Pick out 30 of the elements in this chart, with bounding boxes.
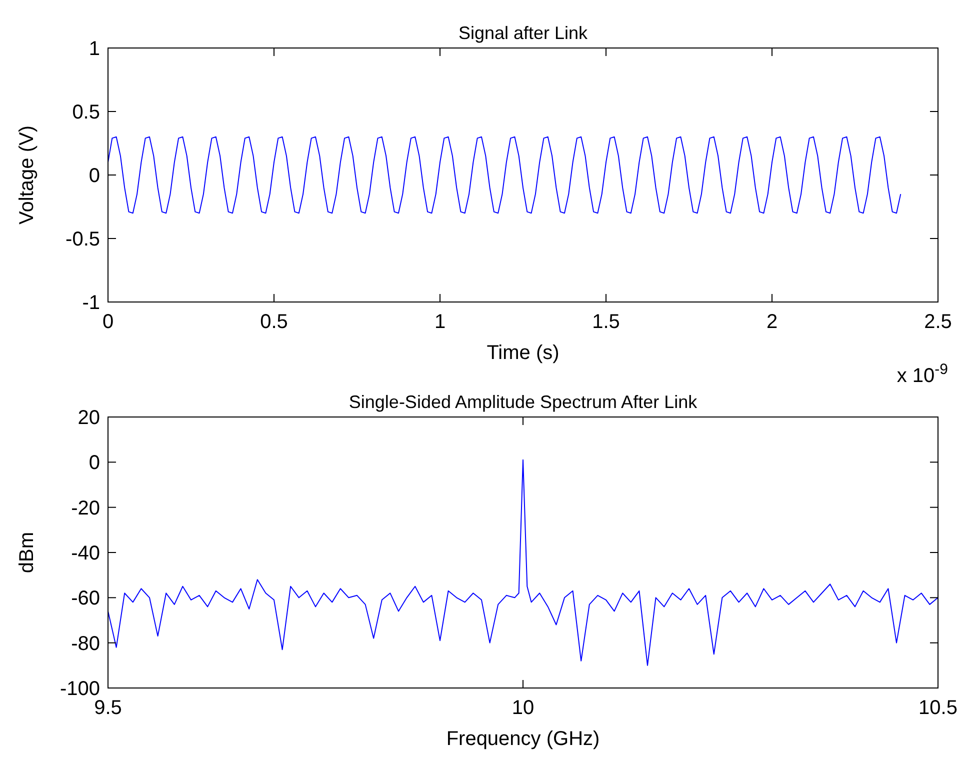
y-tick-label: 0.5	[72, 102, 100, 124]
y-axis-title: dBm	[16, 532, 38, 574]
x-tick-label: 0.5	[260, 311, 288, 333]
line-series	[108, 459, 938, 666]
x-tick-label: 1	[434, 311, 446, 333]
y-tick-label: -60	[71, 588, 100, 610]
y-tick-label: -80	[71, 632, 100, 655]
y-tick-label: -1	[82, 292, 100, 314]
y-tick-label: 0	[88, 165, 100, 187]
x-axis-title: Frequency (GHz)	[446, 728, 600, 750]
x-tick-label: 2	[766, 311, 778, 333]
y-tick-label: 20	[78, 407, 100, 429]
x-tick-label: 2.5	[924, 311, 952, 333]
y-tick-label: -40	[71, 542, 100, 564]
y-axis-title: Voltage (V)	[16, 126, 38, 224]
text: x 10$^{-9}$	[896, 360, 948, 387]
y-tick-label: -100	[60, 678, 100, 700]
x-tick-label: 10.5	[918, 697, 958, 719]
y-tick-label: 0	[88, 452, 100, 474]
x-axis-title: Time (s)	[486, 342, 560, 364]
x-tick-label: 9.5	[94, 697, 122, 719]
x-tick-label: 0	[102, 311, 114, 333]
x-tick-label: 10	[512, 697, 534, 719]
chart-title: Signal after Link	[458, 23, 589, 43]
chart-title: Single-Sided Amplitude Spectrum After Link	[348, 392, 698, 412]
x-tick-label: 1.5	[592, 311, 620, 333]
y-tick-label: 1	[88, 38, 100, 60]
y-tick-label: -0.5	[66, 228, 100, 250]
line-series	[108, 136, 902, 214]
y-tick-label: -20	[71, 497, 100, 520]
